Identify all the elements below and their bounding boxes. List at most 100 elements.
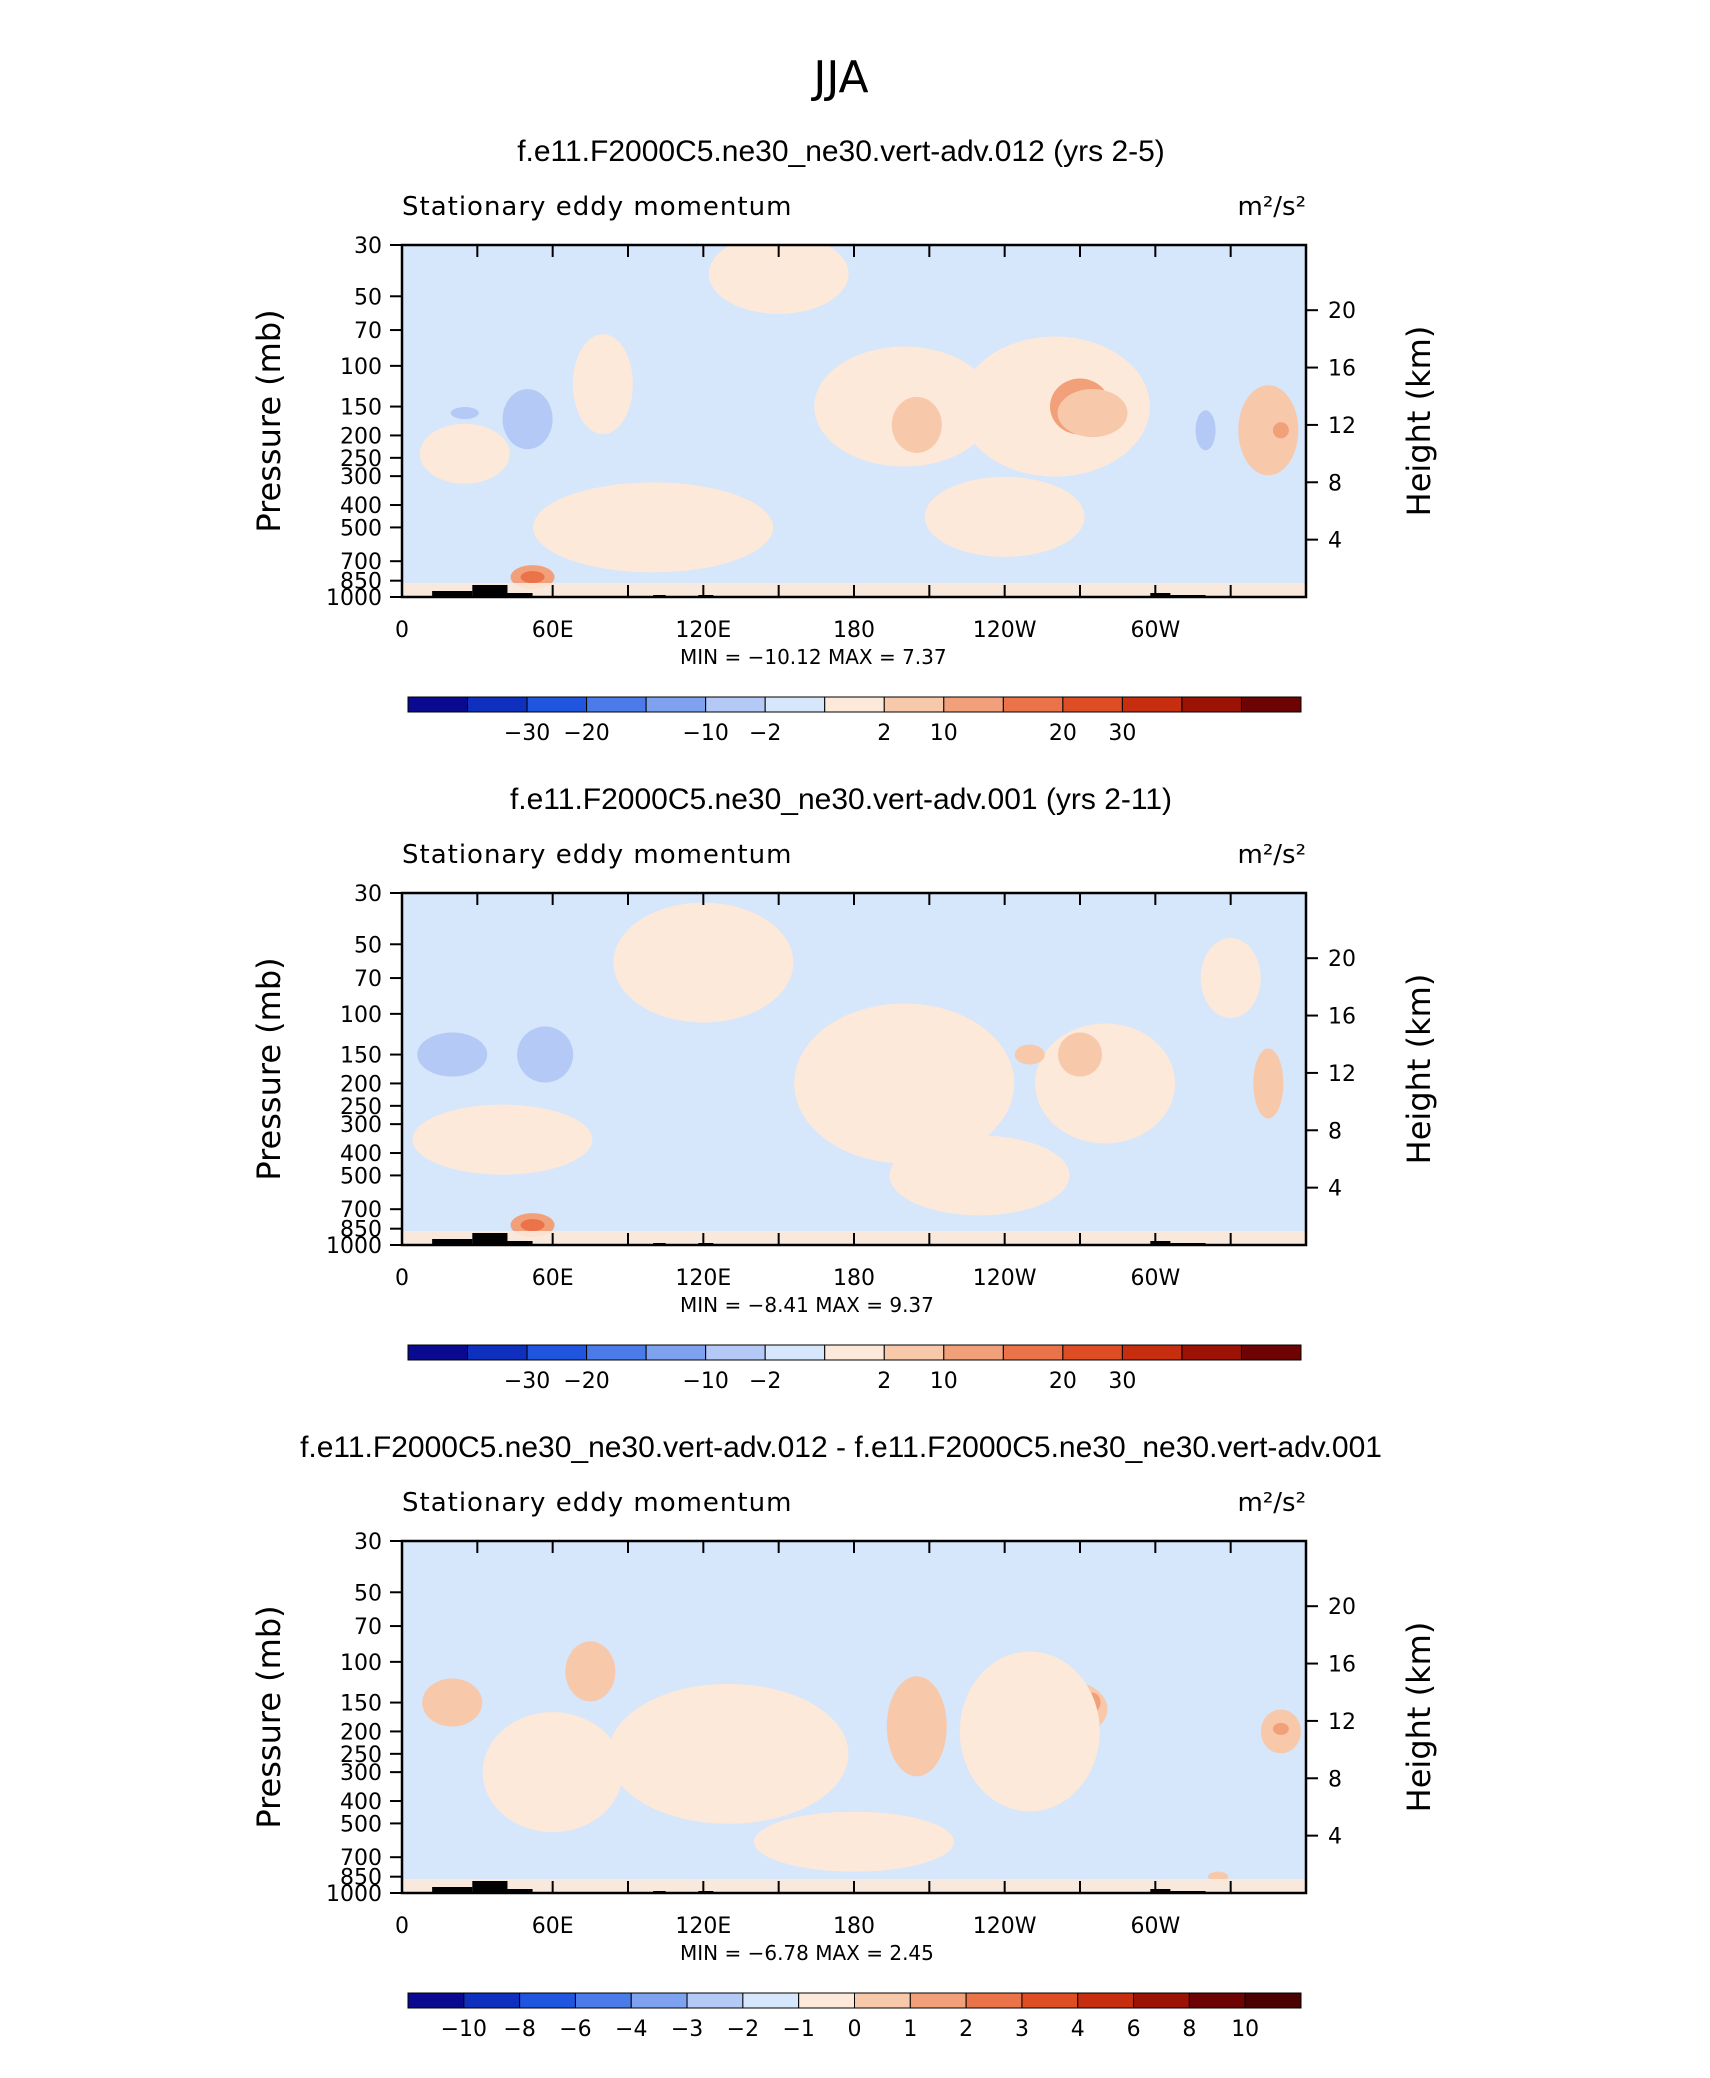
colorbar-swatch [1077,1992,1135,2009]
chart-panel-1: f.e11.F2000C5.ne30_ne30.vert-adv.012 (yr… [250,135,1438,746]
colorbar-swatch [1121,696,1183,713]
x-tick-label: 120E [675,1914,731,1939]
colorbar-swatch [824,696,885,713]
contour-region [1238,385,1299,476]
y-tick-label: 250 [340,1095,382,1120]
y-tick-label: 50 [354,933,382,958]
variable-label: Stationary eddy momentum [402,840,792,870]
colorbar-label: −30 [504,1369,550,1394]
colorbar-swatch [630,1992,688,2009]
colorbar-label: −8 [503,2017,535,2042]
y-tick-label: 500 [340,1812,382,1837]
colorbar-swatch [824,1344,885,1361]
colorbar-swatch [1062,696,1123,713]
colorbar-swatch [586,696,647,713]
colorbar-label: 2 [959,2017,973,2042]
x-tick-label: 120E [675,1266,731,1291]
height-tick-label: 20 [1328,1595,1356,1620]
colorbar-label: 30 [1108,1369,1136,1394]
orography [472,1881,508,1893]
colorbar-label: 6 [1127,2017,1141,2042]
colorbar-swatch [407,1344,469,1361]
colorbar-label: 1 [903,2017,917,2042]
y-tick-label: 30 [354,882,382,907]
contour-region [754,1811,954,1872]
orography [1150,1241,1171,1245]
colorbar-label: −6 [559,2017,591,2042]
contour-region [924,476,1085,557]
contour-region [565,1641,616,1702]
y-tick-label: 200 [340,1720,382,1745]
contour-region [959,1651,1100,1812]
colorbar-label: 3 [1015,2017,1029,2042]
y-tick-label: 30 [354,234,382,259]
y-tick-label: 250 [340,1743,382,1768]
panel-title: f.e11.F2000C5.ne30_ne30.vert-adv.012 (yr… [517,135,1165,168]
chart-panel-3: f.e11.F2000C5.ne30_ne30.vert-adv.012 - f… [250,1431,1438,2042]
orography [1150,1889,1171,1893]
contour-field [402,245,1306,597]
height-tick-label: 20 [1328,947,1356,972]
y-tick-label: 300 [340,465,382,490]
x-tick-label: 120W [973,1914,1037,1939]
y-tick-label: 700 [340,550,382,575]
height-tick-label: 16 [1328,1653,1356,1678]
colorbar-swatch [883,1344,945,1361]
x-tick-label: 120W [973,1266,1037,1291]
y-tick-label: 200 [340,424,382,449]
colorbar-swatch [586,1344,647,1361]
colorbar-label: −2 [749,721,781,746]
orography [507,1889,533,1893]
colorbar-label: −20 [563,721,609,746]
colorbar-swatch [519,1992,576,2009]
y-tick-label: 400 [340,1142,382,1167]
y-axis-title-right: Height (km) [1400,1622,1438,1813]
height-tick-label: 4 [1328,1177,1342,1202]
panel-title: f.e11.F2000C5.ne30_ne30.vert-adv.001 (yr… [510,783,1172,816]
colorbar-label: 10 [930,721,958,746]
y-tick-label: 400 [340,494,382,519]
contour-region [889,1135,1070,1216]
figure-title: JJA [810,52,868,103]
min-max-stats: MIN = −8.41 MAX = 9.37 [680,1293,934,1317]
colorbar-swatch [705,696,766,713]
colorbar-swatch [883,696,945,713]
contour-region [1195,410,1216,451]
colorbar-swatch [1021,1992,1079,2009]
colorbar-label: 2 [877,1369,891,1394]
orography [432,1239,473,1245]
height-tick-label: 4 [1328,1825,1342,1850]
colorbar-swatch [407,1992,465,2009]
contour-region [482,1712,623,1833]
orography [472,585,508,597]
height-tick-label: 16 [1328,1005,1356,1030]
y-tick-label: 30 [354,1530,382,1555]
orography [507,1241,533,1245]
colorbar-swatch [1121,1344,1183,1361]
y-axis-title: Pressure (mb) [250,1605,288,1828]
colorbar-label: 20 [1049,1369,1077,1394]
colorbar: −30 −20 −10 −2 2 10 20 30 [407,1344,1302,1394]
colorbar-label: 30 [1108,721,1136,746]
colorbar-label: 10 [930,1369,958,1394]
colorbar-swatch [574,1992,632,2009]
contour-region [1057,389,1128,438]
contour-region [1253,1048,1284,1119]
y-tick-label: 300 [340,1761,382,1786]
colorbar-swatch [1133,1992,1190,2009]
x-tick-label: 60W [1130,1914,1180,1939]
colorbar-label: 2 [877,721,891,746]
x-tick-label: 0 [395,1266,409,1291]
height-tick-label: 8 [1328,1119,1342,1144]
contour-region [520,571,545,584]
chart-panel-2: f.e11.F2000C5.ne30_ne30.vert-adv.001 (yr… [250,783,1438,1394]
y-tick-label: 850 [340,1218,382,1243]
y-tick-label: 70 [354,1615,382,1640]
colorbar-swatch [645,696,707,713]
orography [1150,593,1171,597]
colorbar-label: 10 [1231,2017,1259,2042]
colorbar-label: −4 [615,2017,647,2042]
contour-region [708,245,849,314]
units-label: m²/s² [1238,1488,1306,1518]
x-tick-label: 120E [675,618,731,643]
